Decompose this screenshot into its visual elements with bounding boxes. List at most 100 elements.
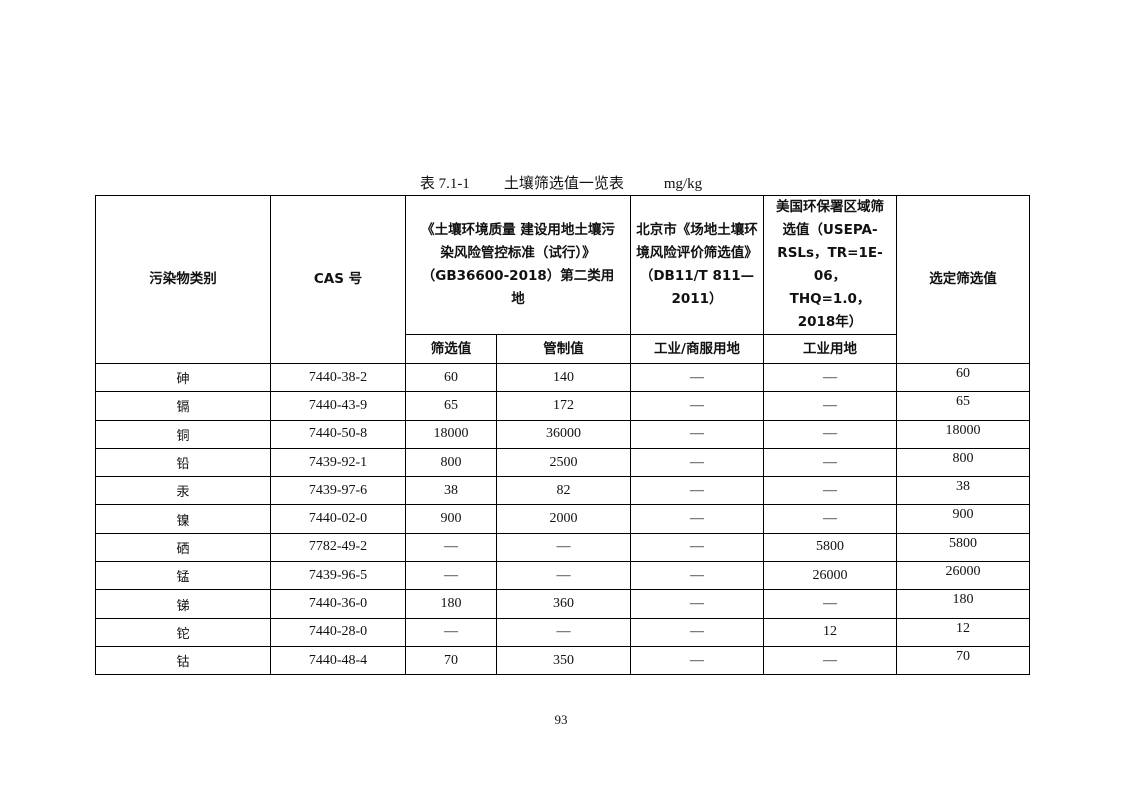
table-row: 镉 7440-43-9 65 172— —65 [95, 391, 1030, 421]
cas-number: 7782-49-2 [270, 532, 406, 563]
gb-screen-value: — [405, 561, 497, 591]
beijing-value: — [630, 362, 764, 393]
table-row: 铊 7440-28-0— — —12 12 [95, 617, 1030, 647]
beijing-value: — [630, 419, 764, 449]
header-selected: 选定筛选值 [896, 195, 1030, 364]
gb-screen-value: 900 [405, 504, 497, 534]
header-beijing: 北京市《场地土壤环境风险评价筛选值》（DB11/T 811—2011） [630, 195, 764, 335]
usepa-value: — [763, 447, 897, 478]
usepa-value: — [763, 476, 897, 506]
selected-value: 65 [896, 391, 1030, 421]
beijing-value: — [630, 645, 764, 676]
gb-control-value: 350 [496, 645, 631, 676]
header-gb-screen: 筛选值 [405, 334, 497, 364]
table-row: 汞 7439-97-6 38 82— —38 [95, 476, 1030, 506]
usepa-value: 12 [763, 617, 897, 647]
gb-control-value: — [496, 532, 631, 563]
table-row: 铜 7440-50-8 18000 36000— —18000 [95, 419, 1030, 449]
gb-screen-value: 60 [405, 362, 497, 393]
gb-screen-value: 180 [405, 589, 497, 619]
table-title: 土壤筛选值一览表 [503, 176, 624, 192]
gb-control-value: 2000 [496, 504, 631, 534]
page-number: 93 [554, 712, 568, 727]
cas-number: 7439-92-1 [270, 447, 406, 478]
cas-number: 7440-43-9 [270, 391, 406, 421]
header-gb-control: 管制值 [496, 334, 631, 364]
gb-control-value: 2500 [496, 447, 631, 478]
gb-control-value: 36000 [496, 419, 631, 449]
beijing-value: — [630, 589, 764, 619]
cas-number: 7440-50-8 [270, 419, 406, 449]
gb-control-value: — [496, 617, 631, 647]
table-row: 锰 7439-96-5— — —26000 26000 [95, 561, 1030, 591]
selected-value: 180 [896, 589, 1030, 619]
table-row: 镍 7440-02-0 900 2000— —900 [95, 504, 1030, 534]
beijing-value: — [630, 561, 764, 591]
gb-screen-value: 38 [405, 476, 497, 506]
selected-value: 5800 [896, 532, 1030, 563]
gb-control-value: 140 [496, 362, 631, 393]
pollutant-name: 汞 [95, 476, 271, 506]
cas-number: 7440-48-4 [270, 645, 406, 676]
table-unit: mg/kg [663, 176, 703, 192]
header-usepa: 美国环保署区域筛选值（USEPA-RSLs，TR=1E-06，THQ=1.0，2… [763, 195, 897, 335]
header-gb36600: 《土壤环境质量 建设用地土壤污染风险管控标准（试行）》（GB36600-2018… [405, 195, 631, 335]
table-row: 砷 7440-38-2 60 140— —60 [95, 362, 1030, 393]
table-caption: 表 7.1-1 土壤筛选值一览表 mg/kg [0, 172, 1122, 193]
table-label: 表 7.1-1 [419, 176, 470, 192]
header-beijing-sub: 工业/商服用地 [630, 334, 764, 364]
beijing-value: — [630, 617, 764, 647]
usepa-value: — [763, 645, 897, 676]
usepa-value: — [763, 504, 897, 534]
selected-value: 60 [896, 362, 1030, 393]
beijing-value: — [630, 447, 764, 478]
gb-screen-value: 65 [405, 391, 497, 421]
pollutant-name: 钴 [95, 645, 271, 676]
pollutant-name: 铊 [95, 617, 271, 647]
table-row: 钴 7440-48-4 70 350— —70 [95, 645, 1030, 676]
cas-number: 7440-28-0 [270, 617, 406, 647]
selected-value: 26000 [896, 561, 1030, 591]
selected-value: 18000 [896, 419, 1030, 449]
pollutant-name: 硒 [95, 532, 271, 563]
gb-screen-value: — [405, 617, 497, 647]
selected-value: 900 [896, 504, 1030, 534]
pollutant-name: 锰 [95, 561, 271, 591]
gb-control-value: 82 [496, 476, 631, 506]
beijing-value: — [630, 504, 764, 534]
table-row: 铅 7439-92-1 800 2500— —800 [95, 447, 1030, 478]
usepa-value: — [763, 391, 897, 421]
cas-number: 7439-97-6 [270, 476, 406, 506]
gb-control-value: 172 [496, 391, 631, 421]
gb-control-value: — [496, 561, 631, 591]
table-row: 锑 7440-36-0 180 360— —180 [95, 589, 1030, 619]
beijing-value: — [630, 391, 764, 421]
selected-value: 12 [896, 617, 1030, 647]
selected-value: 70 [896, 645, 1030, 676]
usepa-value: — [763, 589, 897, 619]
pollutant-name: 锑 [95, 589, 271, 619]
gb-screen-value: 800 [405, 447, 497, 478]
cas-number: 7440-38-2 [270, 362, 406, 393]
header-pollutant: 污染物类别 [95, 195, 271, 364]
gb-control-value: 360 [496, 589, 631, 619]
table-row: 硒 7782-49-2— — —5800 5800 [95, 532, 1030, 563]
pollutant-name: 砷 [95, 362, 271, 393]
cas-number: 7440-36-0 [270, 589, 406, 619]
usepa-value: — [763, 362, 897, 393]
header-cas: CAS 号 [270, 195, 406, 364]
beijing-value: — [630, 532, 764, 563]
cas-number: 7439-96-5 [270, 561, 406, 591]
gb-screen-value: 70 [405, 645, 497, 676]
usepa-value: 5800 [763, 532, 897, 563]
usepa-value: 26000 [763, 561, 897, 591]
header-usepa-sub: 工业用地 [763, 334, 897, 364]
usepa-value: — [763, 419, 897, 449]
pollutant-name: 铅 [95, 447, 271, 478]
pollutant-name: 镍 [95, 504, 271, 534]
cas-number: 7440-02-0 [270, 504, 406, 534]
pollutant-name: 镉 [95, 391, 271, 421]
gb-screen-value: — [405, 532, 497, 563]
beijing-value: — [630, 476, 764, 506]
